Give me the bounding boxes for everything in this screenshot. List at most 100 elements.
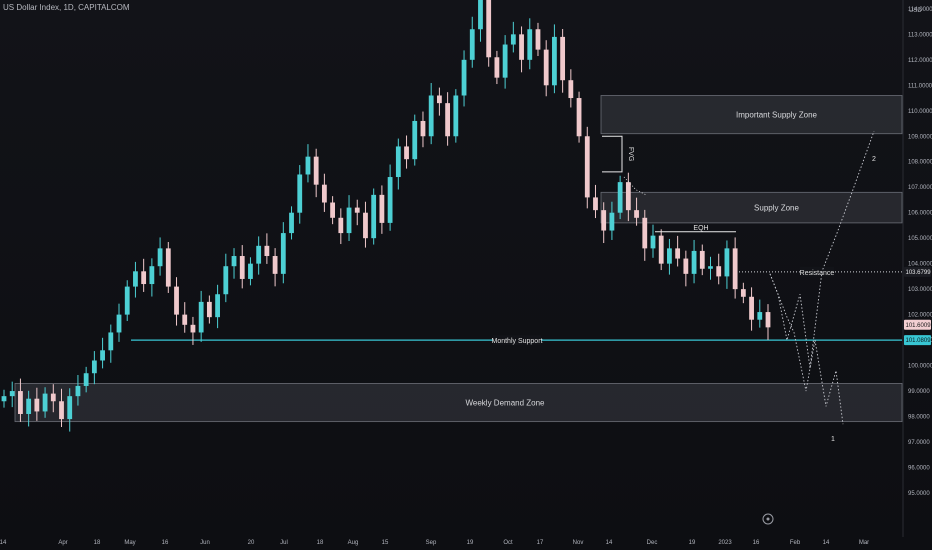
candle-body	[18, 391, 23, 414]
y-tick-label: 104.0000	[908, 262, 932, 268]
candle-body	[165, 248, 171, 287]
zone-rect	[14, 383, 903, 423]
candle-body	[141, 271, 147, 285]
candle-body	[519, 34, 524, 60]
candle-body	[527, 29, 533, 60]
candle-body	[724, 248, 730, 277]
y-tick-label: 112.0000	[908, 58, 932, 64]
x-tick-label: May	[124, 540, 135, 546]
candle-body	[765, 312, 771, 328]
resistance-label-bg	[800, 266, 834, 277]
support-price-badge-bg	[904, 335, 931, 346]
resistance-label: Resistance	[800, 270, 835, 277]
x-tick-label: 16	[162, 540, 169, 546]
candle-body	[264, 245, 270, 257]
x-tick-label: Aug	[348, 540, 359, 546]
candle-body	[609, 212, 615, 231]
candle-body	[584, 136, 590, 198]
y-tick-label: 113.0000	[908, 32, 932, 38]
y-tick-label: 111.0000	[908, 83, 932, 89]
candle-body	[749, 296, 754, 320]
x-tick-label: Jul	[280, 540, 288, 546]
zone-label: Weekly Demand Zone	[466, 399, 546, 408]
candle-body	[625, 182, 631, 211]
candle-body	[124, 286, 130, 315]
candle-body	[650, 235, 656, 249]
candle-body	[26, 398, 32, 414]
y-tick-label: 95.0000	[908, 491, 930, 497]
x-tick-label: 2023	[718, 540, 732, 546]
x-tick-label: 15	[382, 540, 389, 546]
candle-body	[116, 314, 122, 333]
candle-body	[683, 258, 689, 274]
candle-body	[502, 44, 508, 78]
candle-body	[59, 401, 64, 420]
candle-body	[338, 217, 344, 234]
target-icon[interactable]	[762, 513, 774, 525]
candle-body	[560, 36, 566, 81]
x-tick-label: Feb	[790, 540, 801, 546]
candle-body	[699, 250, 705, 269]
current-price-badge: 101.6009	[906, 323, 932, 329]
candle-body	[371, 194, 377, 239]
candle-body	[223, 266, 229, 295]
candle-body	[182, 314, 188, 325]
y-tick-label: 108.0000	[908, 160, 932, 166]
candle-body	[34, 398, 40, 412]
x-tick-label: 14	[606, 540, 613, 546]
x-tick-label: Oct	[503, 540, 513, 546]
candle-body	[354, 207, 360, 213]
x-tick-label: 19	[689, 540, 696, 546]
x-tick-label: 19	[467, 540, 474, 546]
candle-body	[289, 212, 294, 234]
candle-body	[732, 248, 738, 290]
candle-body	[346, 207, 352, 234]
candle-body	[535, 29, 541, 50]
candle-body	[617, 182, 623, 213]
candle-body	[593, 197, 598, 211]
fvg-label: FVG	[627, 147, 634, 161]
candle-body	[420, 120, 426, 137]
x-tick-label: 16	[753, 540, 760, 546]
y-tick-label: 110.0000	[908, 109, 932, 115]
candle-body	[716, 266, 722, 277]
x-tick-label: 14	[823, 540, 830, 546]
candle-body	[157, 248, 163, 267]
candle-body	[461, 59, 467, 96]
candle-body	[387, 177, 393, 223]
candle-body	[91, 360, 97, 374]
y-tick-label: 106.0000	[908, 211, 932, 217]
x-tick-label: Dec	[647, 540, 658, 546]
candle-body	[239, 256, 245, 279]
candle-body	[740, 289, 746, 297]
eqh-label: EQH	[693, 225, 708, 232]
y-tick-label: 100.0000	[908, 364, 932, 370]
zone-label: Supply Zone	[754, 204, 799, 213]
monthly-support-label-bg	[493, 335, 541, 346]
y-tick-label: 99.0000	[908, 389, 930, 395]
candle-body	[67, 396, 73, 420]
candle-body	[305, 156, 311, 175]
candle-body	[330, 202, 336, 218]
candle-body	[313, 156, 319, 185]
candle-body	[280, 233, 286, 274]
candle-body	[174, 286, 179, 315]
candle-body	[395, 146, 401, 178]
y-tick-label: 102.0000	[908, 313, 932, 319]
candle-body	[428, 95, 434, 137]
monthly-support-label: Monthly Support	[492, 338, 543, 345]
candle-body	[667, 248, 672, 264]
candle-body	[50, 393, 56, 402]
candle-body	[634, 210, 639, 218]
x-tick-label: 17	[537, 540, 544, 546]
candle-body	[206, 301, 212, 318]
y-tick-label: 98.0000	[908, 415, 930, 421]
candle-body	[453, 95, 459, 137]
candle-body	[297, 174, 303, 213]
y-tick-label: 107.0000	[908, 185, 932, 191]
candle-body	[691, 250, 697, 274]
y-tick-label: 96.0000	[908, 466, 930, 472]
x-tick-label: 14	[0, 540, 7, 546]
x-tick-label: 18	[317, 540, 324, 546]
